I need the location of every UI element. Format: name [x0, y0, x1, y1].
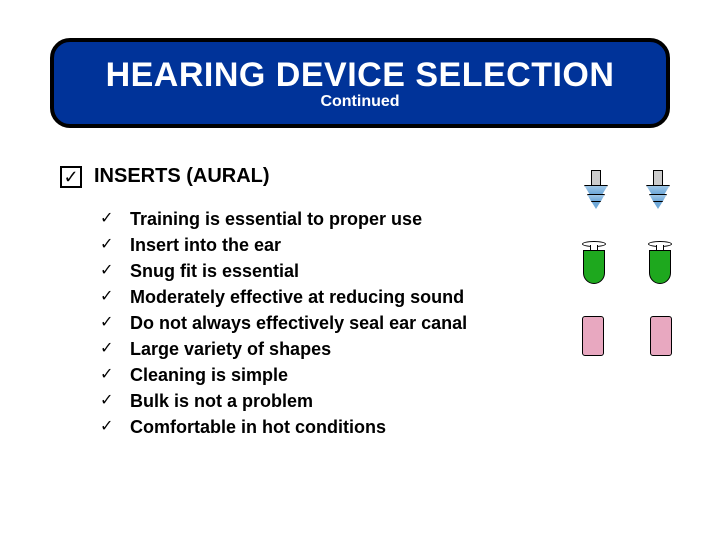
- earplug-graphics: [582, 170, 672, 356]
- item-text: Insert into the ear: [130, 234, 281, 256]
- flanged-earplug-icon: [644, 170, 672, 209]
- list-item: ✓ Cleaning is simple: [100, 364, 467, 386]
- list-item: ✓ Do not always effectively seal ear can…: [100, 312, 467, 334]
- check-icon: ✓: [100, 286, 116, 308]
- item-text: Cleaning is simple: [130, 364, 288, 386]
- title-main: HEARING DEVICE SELECTION: [106, 56, 615, 95]
- pink-earplug-icon: [582, 316, 604, 356]
- list-item: ✓ Training is essential to proper use: [100, 208, 467, 230]
- check-icon: ✓: [100, 234, 116, 256]
- title-bar: HEARING DEVICE SELECTION Continued: [50, 38, 670, 128]
- bullet-list: ✓ Training is essential to proper use ✓ …: [100, 208, 467, 442]
- list-item: ✓ Moderately effective at reducing sound: [100, 286, 467, 308]
- list-item: ✓ Large variety of shapes: [100, 338, 467, 360]
- checkmark-glyph: ✓: [63, 168, 78, 186]
- item-text: Moderately effective at reducing sound: [130, 286, 464, 308]
- item-text: Snug fit is essential: [130, 260, 299, 282]
- pink-earplug-icon: [650, 316, 672, 356]
- graphic-row-pink: [582, 316, 672, 356]
- check-icon: ✓: [100, 364, 116, 386]
- item-text: Large variety of shapes: [130, 338, 331, 360]
- foam-earplug-icon: [582, 241, 606, 284]
- section-heading-row: ✓ INSERTS (AURAL): [60, 165, 270, 188]
- graphic-row-foam: [582, 241, 672, 284]
- check-icon: ✓: [100, 390, 116, 412]
- section-title: INSERTS (AURAL): [94, 165, 270, 188]
- check-icon: ✓: [100, 208, 116, 230]
- item-text: Do not always effectively seal ear canal: [130, 312, 467, 334]
- check-icon: ✓: [100, 416, 116, 438]
- list-item: ✓ Bulk is not a problem: [100, 390, 467, 412]
- check-icon: ✓: [100, 312, 116, 334]
- list-item: ✓ Insert into the ear: [100, 234, 467, 256]
- title-sub: Continued: [320, 93, 399, 111]
- flanged-earplug-icon: [582, 170, 610, 209]
- list-item: ✓ Snug fit is essential: [100, 260, 467, 282]
- foam-earplug-icon: [648, 241, 672, 284]
- item-text: Bulk is not a problem: [130, 390, 313, 412]
- check-icon: ✓: [100, 338, 116, 360]
- checked-box-icon: ✓: [60, 166, 82, 188]
- item-text: Training is essential to proper use: [130, 208, 422, 230]
- list-item: ✓ Comfortable in hot conditions: [100, 416, 467, 438]
- check-icon: ✓: [100, 260, 116, 282]
- graphic-row-flanged: [582, 170, 672, 209]
- item-text: Comfortable in hot conditions: [130, 416, 386, 438]
